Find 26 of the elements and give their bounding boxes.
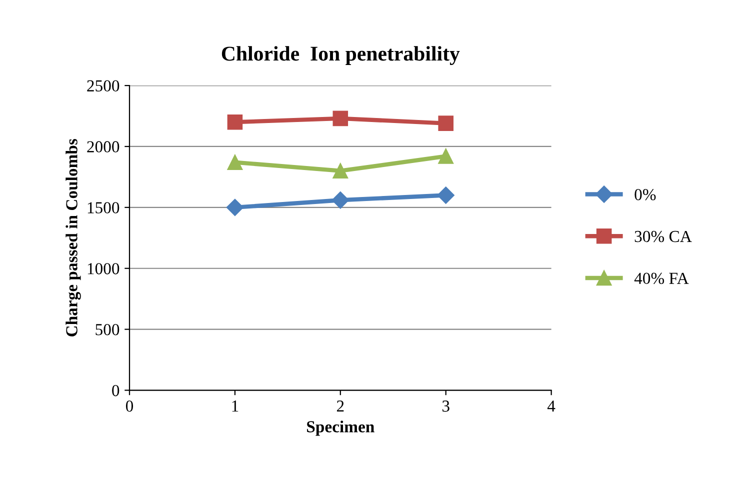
point xyxy=(332,192,349,209)
point xyxy=(332,110,348,126)
x-tick-label: 1 xyxy=(232,400,238,412)
x-axis-title: Specimen xyxy=(307,420,374,436)
y-axis-title: Charge passed in Coulombs xyxy=(66,138,81,336)
legend-label: 40% FA xyxy=(634,272,689,284)
point xyxy=(227,154,243,170)
point xyxy=(438,148,454,164)
x-tick-label: 2 xyxy=(336,400,344,412)
y-tick-label: 500 xyxy=(96,324,120,336)
legend-label: 30% CA xyxy=(634,230,692,242)
x-tick-label: 3 xyxy=(442,400,450,412)
y-tick-label: 0 xyxy=(112,384,120,396)
point xyxy=(227,114,243,130)
point xyxy=(226,198,244,216)
y-tick-label: 2000 xyxy=(87,141,120,152)
point xyxy=(332,163,348,178)
legend-label: 0% xyxy=(634,188,656,200)
chart-title: Chloride Ion penetrability xyxy=(222,46,460,66)
x-tick-label: 4 xyxy=(547,400,556,412)
y-tick-label: 2500 xyxy=(87,80,120,92)
y-tick-label: 1500 xyxy=(88,202,120,214)
y-tick-label: 1000 xyxy=(88,263,120,274)
point xyxy=(437,186,454,204)
point xyxy=(438,116,454,131)
x-tick-label: 0 xyxy=(126,400,134,412)
